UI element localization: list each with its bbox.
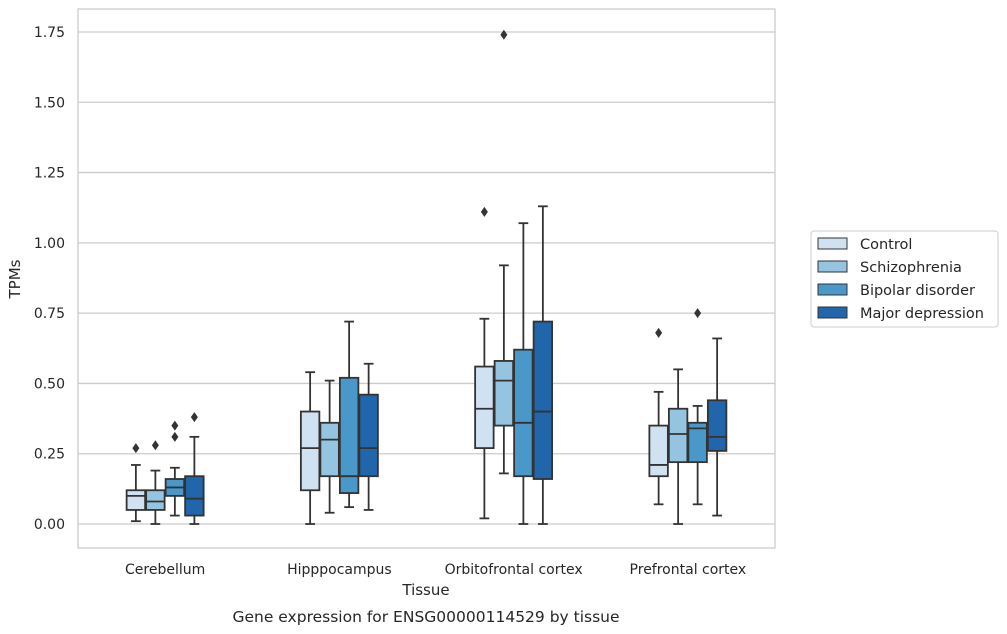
y-tick-label: 1.75 [34,25,65,41]
y-axis-ticks: 0.00 0.25 0.50 0.75 1.00 1.25 1.50 1.75 [34,25,65,533]
legend: Control Schizophrenia Bipolar disorder Majo… [810,230,999,328]
box-major-depression [358,362,379,511]
box-control [125,443,147,523]
legend-swatch [817,306,848,319]
outlier-point [500,29,508,40]
box-iqr [319,421,340,478]
y-tick-label: 1.50 [34,95,65,111]
box-iqr [299,410,321,492]
y-axis-label: TPMs [6,259,24,299]
box-bipolar-disorder [164,420,186,517]
legend-swatch [817,283,848,296]
box-iqr [145,489,166,511]
legend-label: Bipolar disorder [860,283,975,299]
box-schizophrenia [667,368,689,525]
legend-label: Control [860,237,912,253]
outlier-point [132,443,140,454]
legend-label: Major depression [860,306,984,322]
box-major-depression [532,205,554,525]
x-axis-ticks: Cerebellum Hipppocampus Orbitofrontal cort… [125,562,746,578]
box-control [648,327,669,506]
box-iqr [184,475,205,517]
legend-swatch [817,237,848,250]
plot-area-frame [77,8,776,549]
x-tick-label: Cerebellum [125,562,205,578]
box-control [474,206,495,520]
box-iqr [338,376,360,494]
box-iqr [358,393,379,478]
outlier-point [171,431,179,442]
box-bipolar-disorder [687,308,708,506]
boxes [125,29,728,525]
box-schizophrenia [145,440,166,525]
legend-frame [810,230,999,328]
box-iqr [125,489,147,511]
y-tick-label: 0.25 [34,447,65,463]
box-major-depression [184,412,205,525]
y-tick-label: 0.00 [34,517,65,533]
legend-label: Schizophrenia [860,260,962,276]
x-tick-label: Prefrontal cortex [630,562,747,578]
outlier-point [190,412,198,423]
outlier-point [151,440,159,451]
box-major-depression [706,337,728,517]
box-iqr [648,424,669,478]
y-tick-label: 1.25 [34,166,65,182]
x-tick-label: Orbitofrontal cortex [445,562,583,578]
figure-caption: Gene expression for ENSG00000114529 by t… [232,608,619,626]
box-iqr [532,320,554,480]
box-schizophrenia [493,29,515,475]
box-iqr [493,360,515,427]
y-tick-label: 1.00 [34,236,65,252]
box-control [299,371,321,525]
box-bipolar-disorder [513,222,534,525]
legend-swatch [817,260,848,273]
outlier-point [480,206,488,217]
box-iqr [667,407,689,464]
box-iqr [474,365,495,449]
box-schizophrenia [319,379,340,514]
box-iqr [687,421,708,464]
y-tick-label: 0.75 [34,306,65,322]
y-tick-label: 0.50 [34,376,65,392]
outlier-point [171,420,179,431]
box-iqr [706,399,728,452]
outlier-point [655,327,663,338]
x-axis-label: Tissue [401,581,449,599]
outlier-point [694,308,702,319]
x-tick-label: Hipppocampus [287,562,392,578]
box-iqr [513,348,534,478]
box-bipolar-disorder [338,320,360,509]
